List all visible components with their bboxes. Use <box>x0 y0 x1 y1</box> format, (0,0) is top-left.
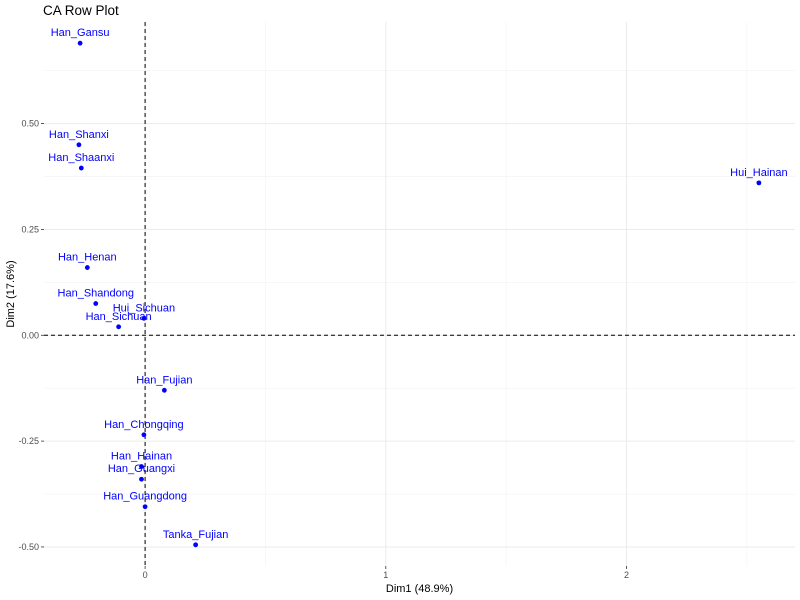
label-hui-hainan: Hui_Hainan <box>730 167 787 179</box>
x-tick-label: 0 <box>143 570 148 580</box>
label-han-guangdong: Han_Guangdong <box>103 491 187 503</box>
y-tick-label: 0.50 <box>21 119 39 129</box>
x-tick-label: 2 <box>624 570 629 580</box>
label-han-hainan: Han_Hainan <box>111 451 172 463</box>
label-tanka-fujian: Tanka_Fujian <box>163 529 228 541</box>
data-points <box>76 40 762 548</box>
label-han-henan: Han_Henan <box>58 252 117 264</box>
point-han-guangdong <box>142 504 148 510</box>
label-han-shandong: Han_Shandong <box>58 288 134 300</box>
point-han-shaanxi <box>78 165 84 171</box>
label-han-shaanxi: Han_Shaanxi <box>48 152 114 164</box>
label-han-fujian: Han_Fujian <box>136 374 192 386</box>
x-axis-title: Dim1 (48.9%) <box>386 583 453 595</box>
x-tick-label: 1 <box>383 570 388 580</box>
label-hui-sichuan: Hui_Sichuan <box>113 302 175 314</box>
point-tanka-fujian <box>193 542 199 548</box>
y-tick-label: 0.00 <box>21 330 39 340</box>
point-hui-sichuan <box>141 315 147 321</box>
y-tick-label: 0.25 <box>21 224 39 234</box>
major-gridlines <box>44 22 795 566</box>
label-han-guangxi: Han_Guangxi <box>108 463 175 475</box>
point-han-gansu <box>77 40 83 46</box>
label-han-chongqing: Han_Chongqing <box>104 419 184 431</box>
label-han-sichuan: Han_Sichuan <box>86 311 152 323</box>
point-han-guangxi <box>139 476 144 482</box>
y-tick-label: -0.25 <box>18 436 39 446</box>
point-han-henan <box>84 265 90 270</box>
point-han-chongqing <box>141 432 147 438</box>
chart-title: CA Row Plot <box>43 3 119 18</box>
x-axis: 0 1 2 <box>143 566 629 580</box>
y-axis: -0.50 -0.25 0.00 0.25 0.50 <box>18 119 44 552</box>
point-han-shanxi <box>76 142 82 148</box>
point-han-sichuan <box>116 324 122 330</box>
point-hui-hainan <box>756 180 762 186</box>
point-han-fujian <box>161 387 167 393</box>
y-tick-label: -0.50 <box>18 542 39 552</box>
point-han-hainan <box>139 464 144 469</box>
label-han-shanxi: Han_Shanxi <box>49 129 109 141</box>
label-han-gansu: Han_Gansu <box>51 27 110 39</box>
point-han-shandong <box>93 301 99 306</box>
reference-lines <box>44 22 795 566</box>
point-labels: Han_Gansu Han_Shanxi Han_Shaanxi Han_Henan H… <box>48 27 787 541</box>
minor-gridlines <box>44 22 795 566</box>
y-axis-title: Dim2 (17.6%) <box>5 260 17 327</box>
